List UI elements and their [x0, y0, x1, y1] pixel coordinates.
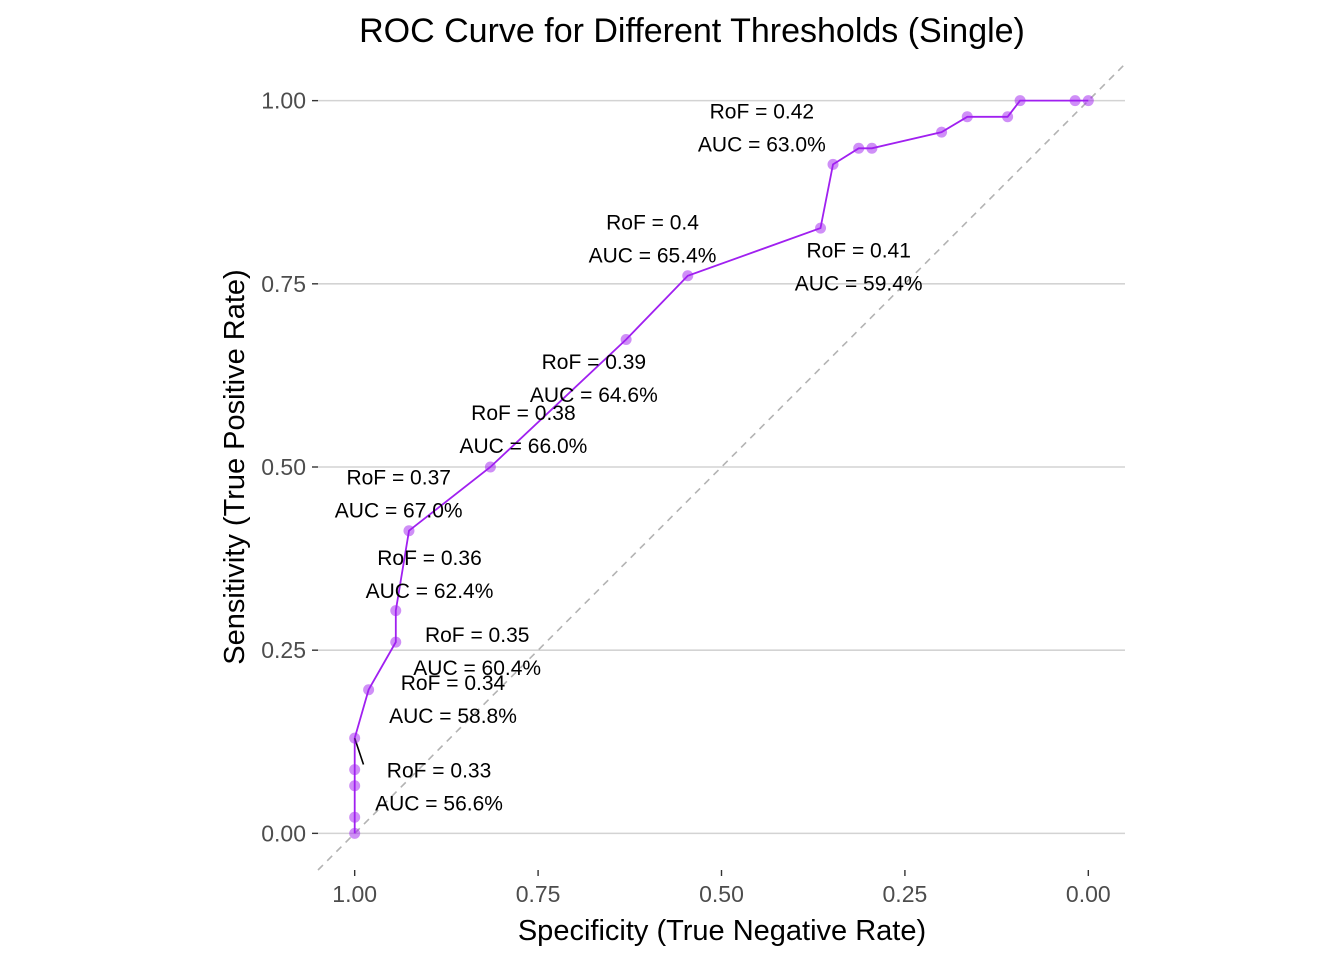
roc-point-8 — [403, 525, 415, 537]
y-axis-ticks: 0.00 0.25 0.50 0.75 1.00 — [261, 88, 318, 846]
roc-point-16 — [936, 126, 948, 138]
annotation-auc-2: AUC = 60.4% — [413, 657, 541, 680]
roc-point-3 — [349, 764, 361, 776]
annotation-rof-2: RoF = 0.35 — [425, 624, 529, 647]
annotation-auc-1: AUC = 58.8% — [389, 705, 517, 728]
roc-point-18 — [1002, 111, 1014, 123]
annotation-auc-9: AUC = 63.0% — [698, 133, 826, 156]
x-tick-label-2: 0.50 — [699, 881, 744, 907]
roc-point-2 — [349, 780, 361, 792]
annotation-auc-6: AUC = 64.6% — [530, 384, 658, 407]
annotation-auc-4: AUC = 67.0% — [335, 500, 463, 523]
gridlines — [318, 99, 1125, 835]
annotation-auc-5: AUC = 66.0% — [460, 435, 588, 458]
roc-point-1 — [349, 811, 361, 823]
y-tick-label-2: 0.50 — [261, 454, 306, 480]
annotation-rof-7: RoF = 0.4 — [606, 212, 699, 235]
annotation-auc-3: AUC = 62.4% — [366, 580, 494, 603]
x-tick-label-1: 0.75 — [516, 881, 561, 907]
annotation-rof-8: RoF = 0.41 — [806, 240, 910, 263]
roc-point-9 — [484, 461, 496, 473]
annotation-rof-1: RoF = 0.34 — [401, 672, 506, 695]
x-axis-title: Specificity (True Negative Rate) — [518, 915, 926, 947]
y-tick-label-1: 0.25 — [261, 637, 306, 663]
roc-point-10 — [620, 334, 632, 346]
y-tick-label-0: 0.00 — [261, 820, 306, 846]
roc-point-17 — [961, 111, 973, 123]
roc-points — [349, 95, 1094, 839]
y-axis-title: Sensitivity (True Positive Rate) — [219, 269, 251, 664]
y-tick-label-4: 1.00 — [261, 88, 306, 114]
x-tick-label-4: 0.00 — [1066, 881, 1111, 907]
roc-point-15 — [866, 142, 878, 154]
threshold-annotations: RoF = 0.33 AUC = 56.6% RoF = 0.34 AUC = 58.… — [335, 100, 923, 815]
roc-point-7 — [390, 605, 402, 617]
roc-point-6 — [390, 636, 402, 648]
x-axis-ticks: 1.00 0.75 0.50 0.25 0.00 — [332, 870, 1111, 907]
annotation-auc-7: AUC = 65.4% — [589, 245, 717, 268]
annotation-auc-0: AUC = 56.6% — [375, 793, 503, 816]
reference-diagonal-line — [317, 63, 1126, 871]
roc-curve-line — [353, 99, 1089, 834]
chart-title: ROC Curve for Different Thresholds (Sing… — [359, 12, 1025, 50]
roc-point-12 — [815, 222, 827, 234]
roc-point-0 — [349, 827, 361, 839]
annotation-rof-0: RoF = 0.33 — [387, 760, 491, 783]
roc-point-5 — [363, 684, 375, 696]
x-tick-label-0: 1.00 — [332, 881, 377, 907]
annotation-rof-5: RoF = 0.38 — [471, 402, 575, 425]
roc-point-4 — [349, 732, 361, 744]
annotation-auc-8: AUC = 59.4% — [795, 273, 923, 296]
y-tick-label-3: 0.75 — [261, 271, 306, 297]
annotation-rof-3: RoF = 0.36 — [377, 547, 481, 570]
x-tick-label-3: 0.25 — [883, 881, 928, 907]
roc-point-19 — [1014, 95, 1026, 107]
annotation-rof-6: RoF = 0.39 — [542, 351, 646, 374]
roc-point-13 — [827, 158, 839, 170]
roc-point-20 — [1069, 95, 1081, 107]
roc-point-14 — [853, 142, 865, 154]
annotation-rof-4: RoF = 0.37 — [346, 467, 450, 490]
roc-point-21 — [1082, 95, 1094, 107]
annotation-rof-9: RoF = 0.42 — [710, 100, 814, 123]
roc-point-11 — [682, 270, 694, 282]
